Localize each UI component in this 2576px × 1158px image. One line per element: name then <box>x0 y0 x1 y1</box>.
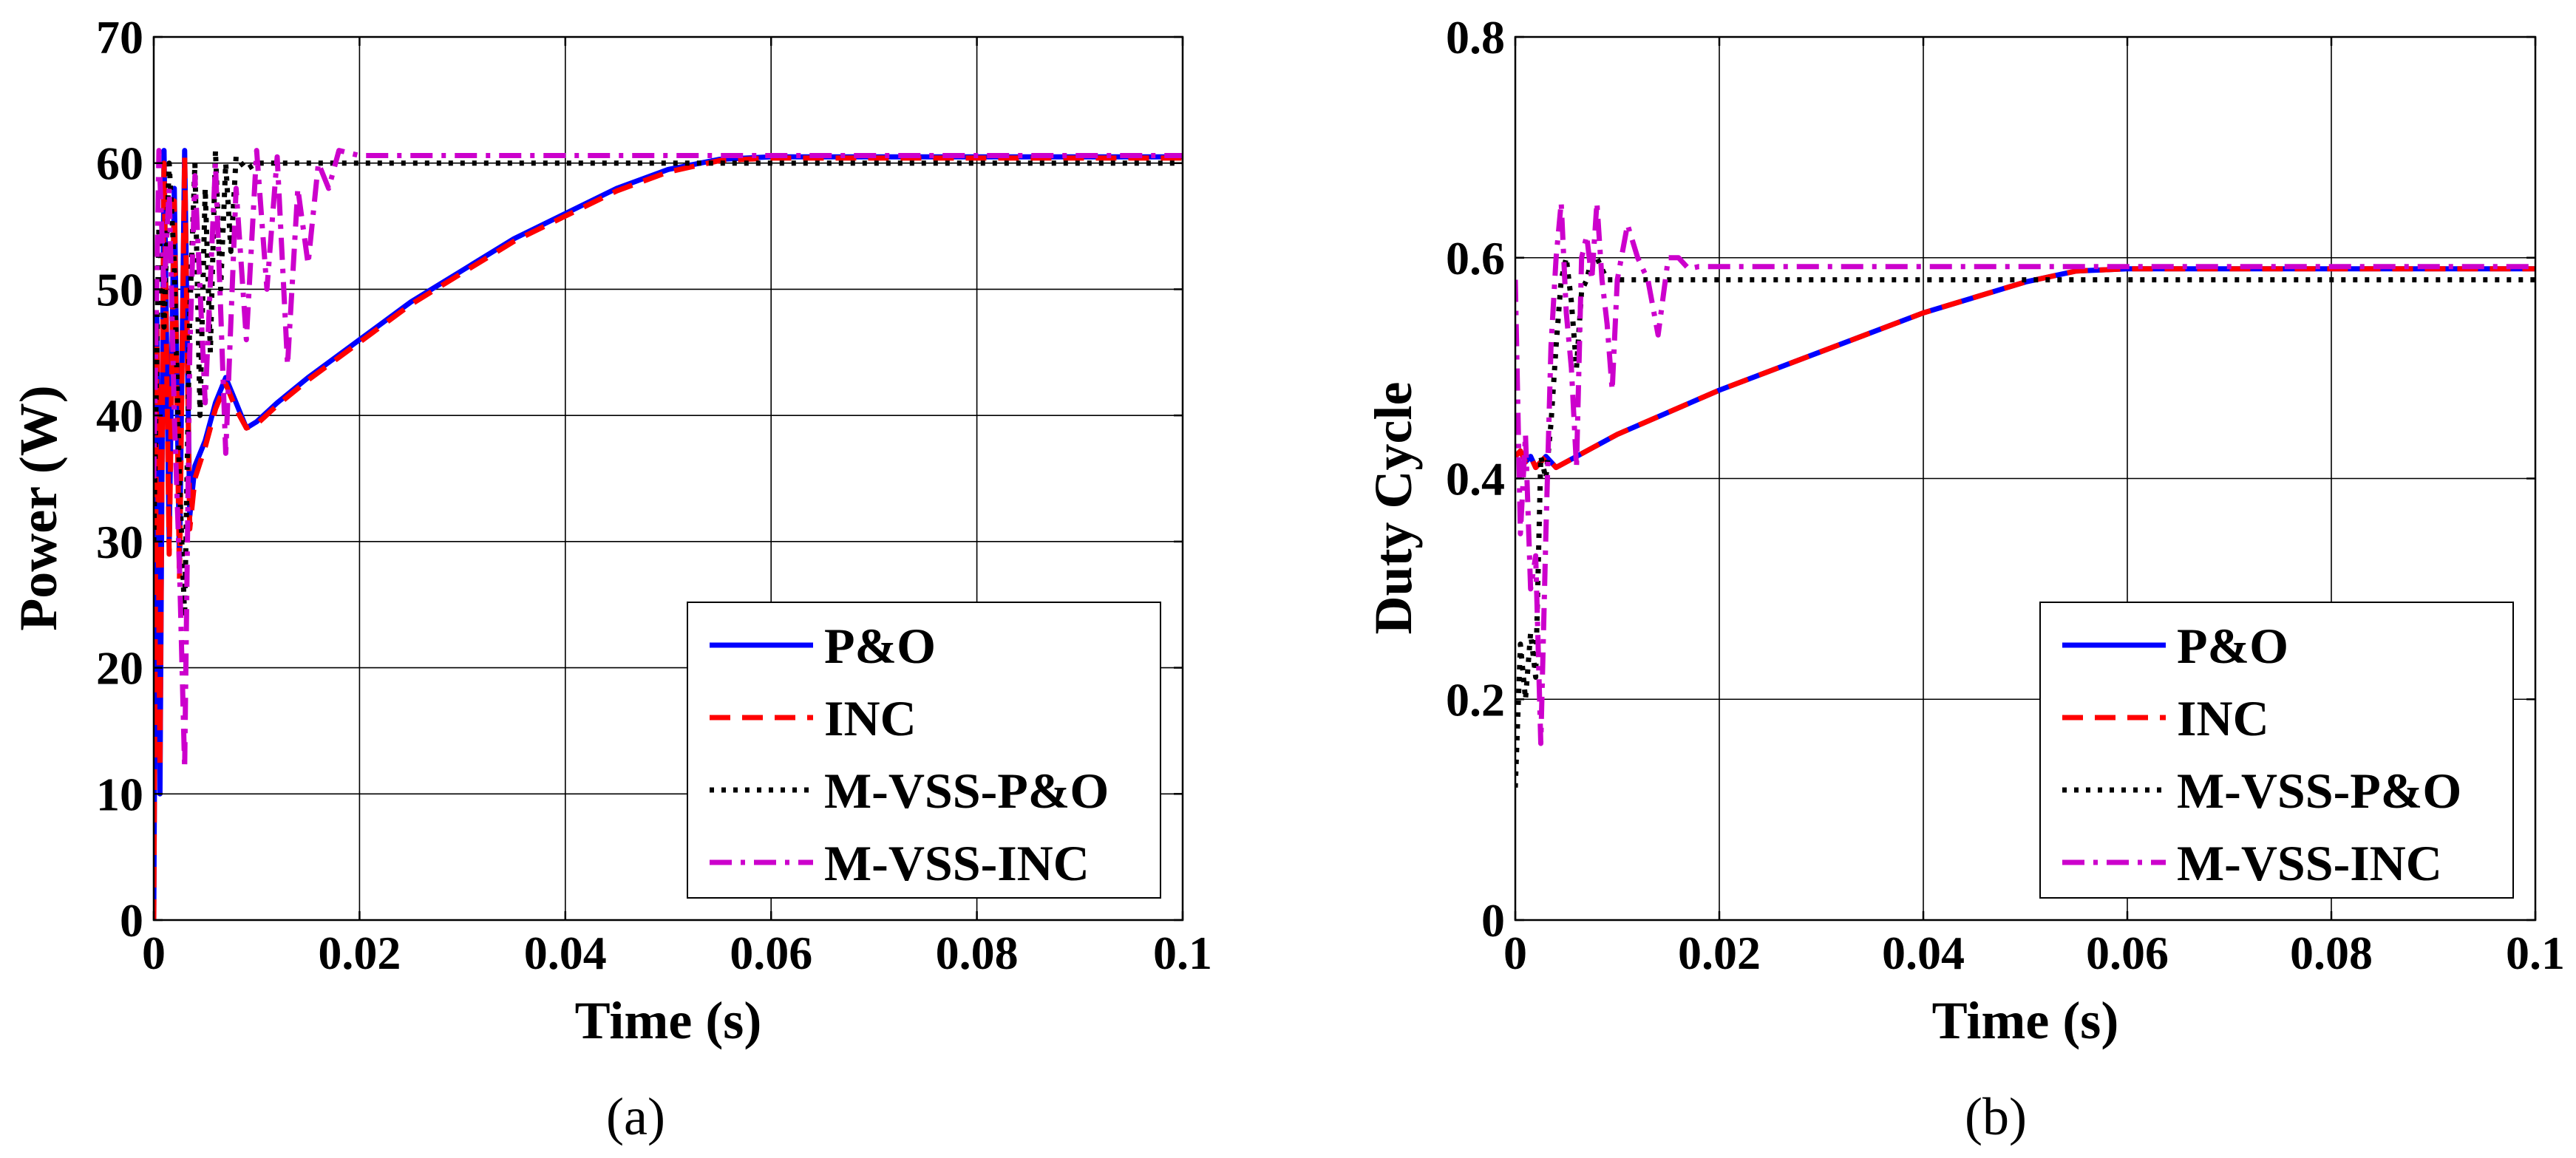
x-tick-label: 0.08 <box>936 927 1019 979</box>
y-tick-label: 50 <box>96 263 143 316</box>
gridlines <box>154 37 1183 920</box>
legend-label-pando: P&O <box>2177 618 2288 674</box>
series-line-m-vss-pando <box>1515 255 2535 788</box>
x-tick-label: 0.1 <box>2506 927 2565 979</box>
legend: P&O INC M-VSS-P&O M-VSS-INC <box>2039 602 2514 899</box>
y-axis-label: Power (W) <box>9 385 68 631</box>
y-tick-label: 30 <box>96 516 143 568</box>
x-tick-label: 0.02 <box>318 927 401 979</box>
legend-label-m-vss-pando: M-VSS-P&O <box>2177 763 2461 819</box>
chart-b: 0 0.02 0.04 0.06 0.08 0.1 0 0.2 0.4 0.6 0.8 Time (s… <box>1364 11 2565 1146</box>
x-tick-label: 0 <box>142 927 166 979</box>
x-tick-label: 0.06 <box>2086 927 2169 979</box>
y-tick-label: 0.4 <box>1446 453 1505 505</box>
series-line-inc <box>1515 266 2535 471</box>
legend-label-inc: INC <box>2177 690 2269 746</box>
y-tick-label: 60 <box>96 137 143 190</box>
x-axis-label: Time (s) <box>1932 991 2119 1050</box>
series-group <box>1515 200 2535 788</box>
x-tick-label: 0.1 <box>1153 927 1212 979</box>
x-tick-label: 0.04 <box>1882 927 1965 979</box>
y-axis-label: Duty Cycle <box>1364 382 1423 635</box>
legend-label-m-vss-inc: M-VSS-INC <box>824 835 1090 891</box>
y-tick-label: 0 <box>120 894 143 947</box>
x-tick-label: 0.02 <box>1678 927 1761 979</box>
legend-label-m-vss-pando: M-VSS-P&O <box>824 763 1109 819</box>
x-tick-label: 0.06 <box>730 927 812 979</box>
legend-label-m-vss-inc: M-VSS-INC <box>2177 835 2442 891</box>
legend-label-pando: P&O <box>824 618 936 674</box>
y-tick-label: 10 <box>96 768 143 820</box>
legend-label-inc: INC <box>824 690 917 746</box>
series-line-m-vss-inc <box>1515 200 2535 746</box>
legend-box <box>2039 602 2514 899</box>
legend-box <box>687 602 1161 899</box>
y-tick-label: 0 <box>1481 894 1505 947</box>
series-line-inc <box>154 154 1183 920</box>
y-tick-label: 0.2 <box>1446 673 1505 726</box>
series-group <box>154 148 1183 920</box>
x-tick-label: 0 <box>1503 927 1527 979</box>
legend: P&O INC M-VSS-P&O M-VSS-INC <box>687 602 1161 899</box>
y-tick-label: 40 <box>96 389 143 442</box>
y-tick-label: 0.8 <box>1446 11 1505 64</box>
panel-label: (a) <box>606 1087 665 1146</box>
x-tick-label: 0.04 <box>524 927 607 979</box>
x-axis-label: Time (s) <box>575 991 762 1050</box>
y-tick-label: 70 <box>96 11 143 64</box>
y-tick-label: 20 <box>96 642 143 695</box>
series-line-m-vss-inc <box>154 148 1183 772</box>
chart-a: 0 0.02 0.04 0.06 0.08 0.1 0 10 20 30 40 50 60 70 Time … <box>9 11 1212 1146</box>
y-tick-label: 0.6 <box>1446 232 1505 285</box>
x-tick-label: 0.08 <box>2290 927 2373 979</box>
axes-frame <box>152 35 1184 922</box>
panel-label: (b) <box>1965 1087 2027 1146</box>
